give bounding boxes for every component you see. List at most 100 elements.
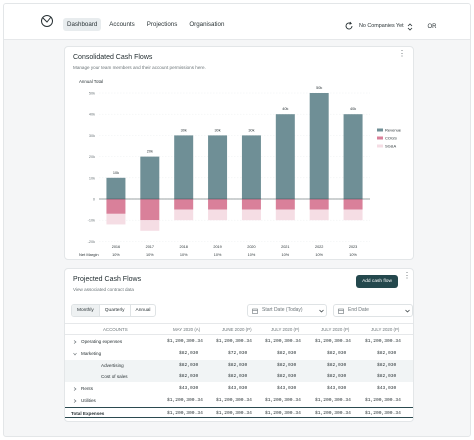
total-label: Total Expenses (71, 411, 105, 416)
chevron-up-down-icon[interactable] (406, 22, 414, 32)
calendar-icon (338, 308, 344, 314)
row-label: Advertising (101, 362, 124, 368)
sga-bar (174, 209, 194, 221)
total-cell: $1,200,300.34 (365, 411, 401, 416)
net-margin-row-label: Net Margin (79, 252, 99, 257)
cogs-bar (106, 199, 126, 214)
table-cell: $82,030 (327, 374, 347, 380)
more-options-icon[interactable]: ⋮ (398, 49, 406, 58)
legend-label: SG&A (385, 144, 396, 149)
nav-dashboard[interactable]: Dashboard (63, 18, 102, 31)
period-annual[interactable]: Annual (135, 308, 151, 313)
cogs-bar (208, 199, 228, 210)
x-tick-label: 2023 (349, 245, 357, 249)
period-monthly[interactable]: Monthly (72, 305, 100, 316)
start-date-field[interactable]: Start Date (Today) (247, 304, 327, 317)
y-tick-label: 10k (89, 176, 95, 180)
refresh-icon[interactable] (344, 21, 354, 31)
period-quarterly[interactable]: Quarterly (100, 305, 131, 316)
table-row[interactable]: Utilities $1,200,300.34 $1,200,300.34 $1,20… (65, 395, 413, 406)
table-cell: $82,030 (377, 374, 397, 380)
column-header: JULY 2020 (P) (371, 327, 400, 332)
sga-bar (106, 213, 126, 225)
nav-accounts[interactable]: Accounts (109, 21, 135, 28)
net-margin-value: 10% (146, 253, 154, 257)
column-header: MAY 2020 (A) (173, 327, 201, 332)
chevron-down-icon[interactable] (73, 352, 77, 356)
x-tick-label: 2017 (146, 245, 154, 249)
column-header: ACCOUNTS (103, 327, 128, 332)
revenue-bar (343, 114, 363, 199)
table-cell: $82,030 (277, 350, 297, 356)
bar-value-label: 10k (113, 171, 119, 175)
legend-label: Revenue (385, 128, 402, 133)
company-selector[interactable]: No Companies Yet (359, 23, 404, 29)
table-cell: $82,030 (277, 362, 297, 368)
y-tick-label: 50k (89, 92, 95, 96)
table-cell: $1,200,300.34 (315, 339, 351, 344)
legend-swatch (377, 128, 383, 132)
y-axis-title: Annual Total (79, 79, 103, 84)
revenue-bar (275, 114, 295, 199)
bar-value-label: 40k (282, 107, 288, 111)
net-margin-value: 10% (315, 253, 323, 257)
avatar[interactable]: OR (427, 24, 437, 30)
sga-bar (208, 209, 228, 221)
revenue-bar (208, 135, 228, 199)
row-label: Rents (81, 386, 94, 392)
x-tick-label: 2020 (247, 245, 255, 249)
more-options-icon[interactable]: ⋮ (403, 271, 411, 280)
end-date-field[interactable]: End Date (333, 304, 413, 317)
table-header: ACCOUNTS MAY 2020 (A) JUNE 2020 (P) JULY… (65, 323, 413, 335)
bar-value-label: 30k (215, 128, 221, 132)
nav-organisation[interactable]: Organisation (189, 21, 225, 28)
x-tick-label: 2018 (179, 245, 187, 249)
end-date-placeholder: End Date (348, 307, 369, 313)
sga-bar (241, 209, 261, 221)
table-cell: $43,030 (377, 386, 397, 392)
table-cell: $82,030 (277, 374, 297, 380)
bar-value-label: 20k (147, 150, 153, 154)
bar-value-label: 30k (248, 128, 254, 132)
column-header: JUNE 2020 (P) (222, 327, 252, 332)
sga-bar (140, 220, 160, 231)
chevron-down-icon (405, 309, 410, 313)
app-window: Dashboard Accounts Projections Organisat… (3, 3, 471, 437)
table-cell: $43,030 (179, 386, 199, 392)
card-subtitle: View associated contract data (73, 287, 134, 292)
table-cell: $82,030 (377, 362, 397, 368)
add-cash-flow-button[interactable]: Add cash flow (356, 275, 398, 288)
cogs-bar (275, 199, 295, 210)
table-row[interactable]: Cost of sales $82,030 $82,030 $82,030 $82,03… (65, 371, 413, 383)
net-margin-value: 10% (248, 253, 256, 257)
table-row[interactable]: Marketing $82,030 $72,030 $82,030 $82,030 $82… (65, 348, 413, 359)
chevron-right-icon[interactable] (73, 399, 77, 403)
card-title: Consolidated Cash Flows (73, 54, 153, 61)
revenue-bar (174, 135, 194, 199)
nav-projections[interactable]: Projections (146, 21, 178, 28)
top-nav-bar: Dashboard Accounts Projections Organisat… (4, 4, 470, 40)
logo-icon[interactable] (40, 14, 54, 28)
table-cell: $1,200,300.34 (216, 339, 252, 344)
table-cell: $72,030 (228, 350, 248, 356)
net-margin-value: 10% (112, 253, 120, 257)
table-row[interactable]: Rents $43,030 $43,030 $43,030 $43,030 $43,030 (65, 383, 413, 394)
table-row[interactable]: Advertising $82,030 $82,030 $82,030 $82,030 $… (65, 359, 413, 371)
row-label: Utilities (81, 398, 96, 403)
revenue-bar (241, 135, 261, 199)
table-row[interactable]: Operating expenses $1,200,300.34 $1,200,30… (65, 336, 413, 347)
x-tick-label: 2019 (213, 245, 221, 249)
cogs-bar (140, 199, 160, 221)
table-cell: $82,030 (228, 374, 248, 380)
x-tick-label: 2022 (315, 245, 323, 249)
consolidated-cash-flows-card: Consolidated Cash Flows Manage your team… (64, 46, 414, 260)
table-cell: $1,200,300.34 (265, 339, 301, 344)
total-cell: $1,200,300.34 (265, 411, 301, 416)
chevron-right-icon[interactable] (73, 387, 77, 391)
table-cell: $1,200,300.34 (167, 339, 203, 344)
table-cell: $82,030 (377, 350, 397, 356)
table-cell: $1,200,300.34 (167, 398, 203, 403)
chevron-right-icon[interactable] (73, 340, 77, 344)
y-tick-label: 30k (89, 134, 95, 138)
table-cell: $1,200,300.34 (365, 398, 401, 403)
